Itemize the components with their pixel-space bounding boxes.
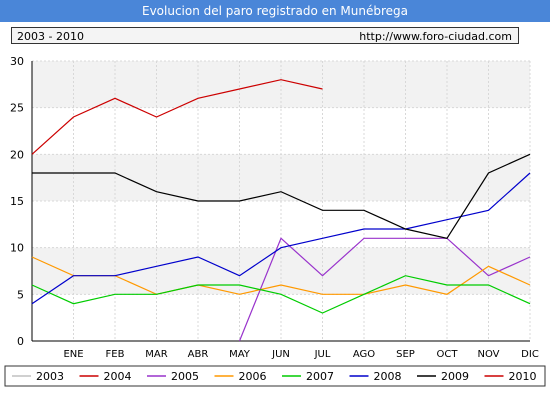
legend-label-2004: 2004 [104, 370, 132, 383]
x-tick-label: ABR [188, 349, 209, 360]
x-tick-label: FEB [106, 349, 125, 360]
chart-title: Evolucion del paro registrado en Munébre… [141, 4, 408, 18]
x-tick-label: AGO [353, 349, 375, 360]
x-tick-label: JUL [314, 349, 331, 360]
x-tick-label: OCT [437, 349, 459, 360]
y-tick-label: 30 [10, 55, 24, 68]
legend-label-2008: 2008 [374, 370, 402, 383]
y-tick-label: 15 [10, 195, 24, 208]
x-tick-label: JUN [271, 349, 290, 360]
source-url[interactable]: http://www.foro-ciudad.com [359, 30, 512, 43]
legend-label-2007: 2007 [306, 370, 334, 383]
legend-label-2010: 2010 [509, 370, 537, 383]
x-tick-label: ENE [63, 349, 83, 360]
y-tick-label: 5 [17, 288, 24, 301]
series-line-2004 [31, 79, 323, 155]
legend-label-2006: 2006 [239, 370, 267, 383]
legend-label-2003: 2003 [36, 370, 64, 383]
legend-label-2009: 2009 [441, 370, 469, 383]
series-line-2005 [238, 237, 531, 342]
series-line-2008 [31, 172, 531, 305]
y-tick-label: 20 [10, 148, 24, 161]
chart-title-bar: Evolucion del paro registrado en Munébre… [0, 0, 550, 22]
series-line-2009 [32, 153, 531, 239]
y-tick-label: 10 [10, 242, 24, 255]
series-line-2007 [31, 275, 531, 314]
legend-label-2005: 2005 [171, 370, 199, 383]
y-tick-label: 0 [17, 335, 24, 348]
x-tick-label: SEP [396, 349, 415, 360]
info-bar: 2003 - 2010 http://www.foro-ciudad.com [11, 27, 519, 44]
plot-band [32, 61, 530, 108]
y-tick-label: 25 [10, 102, 24, 115]
legend-box [4, 365, 546, 387]
period-label: 2003 - 2010 [17, 30, 84, 43]
x-tick-label: MAR [145, 349, 167, 360]
x-tick-label: MAY [229, 349, 251, 360]
x-tick-label: DIC [521, 349, 539, 360]
x-tick-label: NOV [477, 349, 499, 360]
